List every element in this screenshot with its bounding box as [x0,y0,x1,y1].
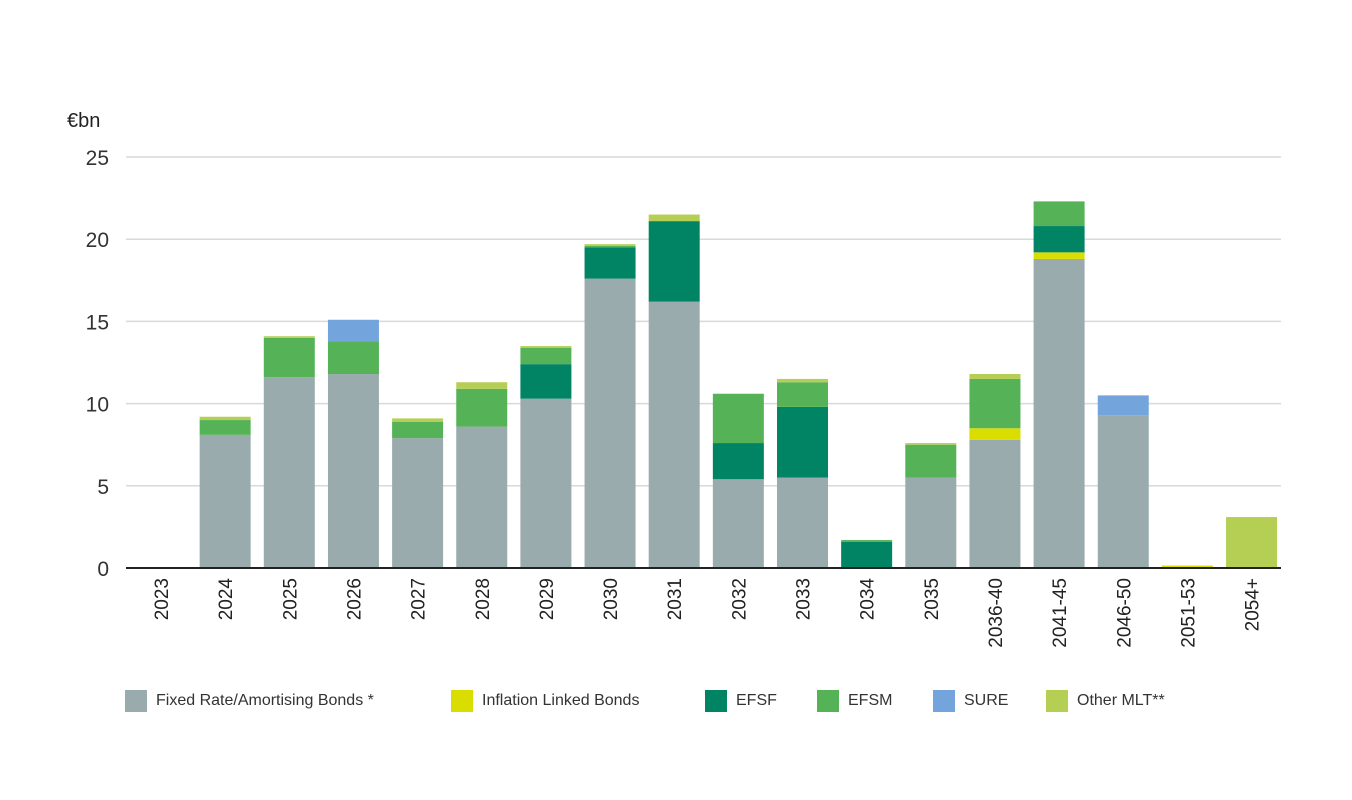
legend: Fixed Rate/Amortising Bonds * Inflation L… [125,690,1275,720]
bar-segment [199,416,251,421]
x-tick-label: 2024 [216,578,237,621]
bar-segment [1033,201,1085,227]
bar-segment [841,541,893,568]
bar-segment [456,426,508,568]
x-tick-label: 2041-45 [1050,578,1071,648]
bar-segment [584,278,636,568]
x-tick-label: 2036-40 [986,578,1007,648]
legend-swatch [125,690,147,712]
legend-label: Other MLT** [1077,692,1165,709]
bar-segment [969,428,1021,440]
legend-item: Other MLT** [1046,690,1165,712]
legend-swatch [817,690,839,712]
bar-segment [1161,565,1213,568]
legend-label: SURE [964,692,1009,709]
bar-segment [712,443,764,480]
x-tick-label: 2034 [858,578,879,621]
bar-segment [456,388,508,427]
bar-segment [584,244,636,246]
bar-segment [777,378,828,383]
x-tick-label: 2025 [280,578,301,620]
bar-segment [392,418,444,422]
legend-item: SURE [933,690,1008,712]
bar-segment [263,337,315,378]
x-tick-label: 2028 [473,578,494,620]
x-tick-label: 2054+ [1243,578,1264,631]
x-tick-label: 2033 [794,578,815,620]
y-tick-label: 25 [86,147,109,170]
x-tick-label: 2051-53 [1178,578,1199,648]
legend-label: EFSF [736,692,777,709]
x-tick-label: 2035 [922,578,943,620]
bar-segment [392,421,444,439]
legend-swatch [1046,690,1068,712]
legend-item: Fixed Rate/Amortising Bonds * [125,690,374,712]
bar-segment [777,477,828,568]
bar-segment [1226,517,1278,568]
bar-segment [199,434,251,568]
bar-segment [905,443,957,445]
bar-segment [1033,258,1085,568]
y-tick-label: 0 [97,558,109,581]
bars [199,201,1278,568]
bar-segment [969,439,1021,568]
legend-label: Fixed Rate/Amortising Bonds * [156,692,374,709]
bar-segment [199,420,251,435]
legend-item: EFSM [817,690,892,712]
bar-segment [969,378,1021,429]
bar-segment [520,347,572,365]
bar-segment [841,540,893,542]
y-tick-label: 20 [86,229,109,252]
x-tick-label: 2027 [409,578,430,620]
bar-segment [327,374,379,568]
bar-segment [584,245,636,248]
legend-label: EFSM [848,692,893,709]
bar-segment [969,374,1021,379]
bar-segment [1097,415,1149,568]
legend-item: EFSF [705,690,777,712]
x-tick-label: 2031 [665,578,686,620]
x-tick-label: 2029 [537,578,558,620]
bar-segment [712,479,764,568]
bar-segment [777,406,828,478]
y-tick-labels: 0 5 10 15 20 25 [86,147,109,581]
bar-segment [392,438,444,568]
bar-segment [520,346,572,348]
bar-segment [1033,252,1085,259]
bar-segment [1097,395,1149,416]
legend-label: Inflation Linked Bonds [482,692,640,709]
bar-segment [263,377,315,568]
bar-segment [327,341,379,375]
bar-segment [648,301,700,568]
bar-segment [520,398,572,568]
x-tick-label: 2046-50 [1114,578,1135,648]
bar-segment [456,382,508,389]
x-tick-label: 2023 [152,578,173,620]
x-tick-label: 2026 [344,578,365,620]
legend-swatch [933,690,955,712]
y-tick-label: 5 [97,476,109,499]
bar-segment [1033,226,1085,253]
bar-segment [648,221,700,302]
bar-segment [712,393,764,444]
bar-segment [905,477,957,568]
legend-swatch [705,690,727,712]
bar-segment [905,444,957,478]
bar-segment [263,336,315,338]
bar-segment [327,319,379,342]
x-tick-label: 2030 [601,578,622,620]
x-tick-labels: 2023 2024 2025 2026 2027 2028 2029 2030 2031 2032… [152,578,1264,648]
bar-segment [520,364,572,399]
legend-item: Inflation Linked Bonds [451,690,639,712]
x-tick-label: 2032 [729,578,750,620]
bar-segment [777,382,828,407]
gridlines [126,156,1281,487]
bar-segment [584,247,636,279]
bar-segment [648,214,700,222]
y-tick-label: 10 [86,394,109,417]
y-axis-label: €bn [67,110,100,132]
y-tick-label: 15 [86,311,109,334]
legend-swatch [451,690,473,712]
